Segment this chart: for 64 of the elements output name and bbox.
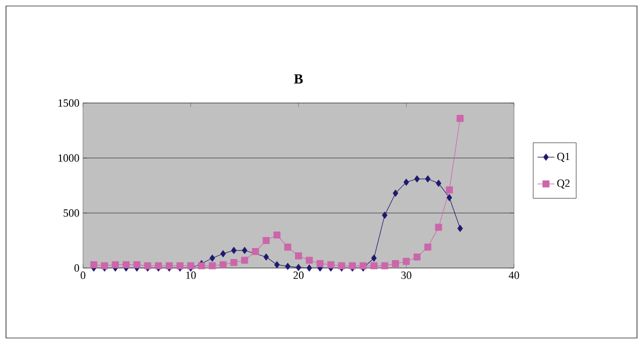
x-tick-label: 40 xyxy=(508,272,520,279)
point xyxy=(424,244,432,251)
point xyxy=(371,254,377,262)
point xyxy=(273,232,280,238)
point xyxy=(154,262,162,270)
point xyxy=(306,256,313,264)
x-tick-label: 10 xyxy=(186,272,196,279)
point xyxy=(435,224,442,231)
point xyxy=(274,261,280,268)
point xyxy=(404,178,409,186)
point xyxy=(122,261,130,268)
point xyxy=(392,260,399,268)
point xyxy=(262,237,270,244)
point xyxy=(295,252,302,260)
chart-title: B xyxy=(294,74,303,84)
point xyxy=(456,114,464,122)
point xyxy=(242,246,248,254)
point xyxy=(457,224,463,232)
point xyxy=(101,262,108,270)
point xyxy=(133,261,140,268)
point xyxy=(144,262,152,270)
point xyxy=(446,186,453,194)
point xyxy=(252,248,259,255)
point xyxy=(425,175,431,182)
x-tick-label: 20 xyxy=(294,272,304,279)
point xyxy=(338,262,346,270)
point xyxy=(348,262,356,270)
y-tick-label: 1500 xyxy=(58,99,80,107)
x-tick-label: 0 xyxy=(80,272,86,279)
point xyxy=(166,262,173,270)
point xyxy=(241,256,248,264)
point xyxy=(436,180,442,187)
point xyxy=(230,259,238,266)
point xyxy=(306,264,312,272)
point xyxy=(176,262,184,270)
point xyxy=(220,250,226,258)
point xyxy=(231,246,237,254)
point xyxy=(220,261,227,268)
point xyxy=(414,254,421,260)
point xyxy=(112,261,119,268)
point xyxy=(187,262,194,270)
point xyxy=(414,175,420,182)
point xyxy=(381,262,388,270)
point xyxy=(284,244,292,251)
point xyxy=(360,262,367,270)
point xyxy=(446,194,452,202)
point xyxy=(382,212,388,219)
point xyxy=(210,254,216,262)
legend-label: Q1 xyxy=(557,152,570,162)
point xyxy=(285,262,290,270)
point xyxy=(327,261,334,268)
point xyxy=(90,261,98,268)
point xyxy=(296,264,302,271)
y-tick-label: 500 xyxy=(64,209,80,217)
point xyxy=(370,262,378,270)
legend-label: Q2 xyxy=(557,180,570,189)
point xyxy=(208,262,216,270)
point xyxy=(316,260,324,268)
point xyxy=(402,258,410,265)
x-tick-label: 30 xyxy=(401,272,412,279)
y-tick-label: 1000 xyxy=(58,154,80,162)
point xyxy=(392,190,398,197)
point xyxy=(263,254,269,260)
y-tick-label: 0 xyxy=(74,264,80,272)
